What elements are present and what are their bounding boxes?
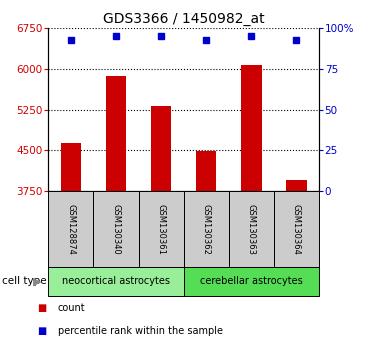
- Title: GDS3366 / 1450982_at: GDS3366 / 1450982_at: [103, 12, 265, 26]
- Bar: [106, 76, 126, 191]
- Text: GSM130363: GSM130363: [247, 204, 256, 255]
- Bar: [196, 151, 216, 191]
- Text: ■: ■: [37, 303, 46, 313]
- Text: cerebellar astrocytes: cerebellar astrocytes: [200, 276, 303, 286]
- Text: ▶: ▶: [33, 276, 41, 286]
- Bar: [48, 267, 184, 296]
- Text: cell type: cell type: [2, 276, 46, 286]
- Text: GSM130361: GSM130361: [157, 204, 165, 255]
- Bar: [274, 191, 319, 267]
- Bar: [151, 106, 171, 191]
- Text: GSM130364: GSM130364: [292, 204, 301, 255]
- Text: GSM130340: GSM130340: [111, 204, 121, 255]
- Bar: [60, 143, 81, 191]
- Bar: [184, 191, 229, 267]
- Text: GSM128874: GSM128874: [66, 204, 75, 255]
- Text: count: count: [58, 303, 85, 313]
- Bar: [184, 267, 319, 296]
- Bar: [93, 191, 138, 267]
- Text: ■: ■: [37, 326, 46, 336]
- Text: GSM130362: GSM130362: [202, 204, 211, 255]
- Bar: [138, 191, 184, 267]
- Bar: [241, 65, 262, 191]
- Bar: [286, 180, 307, 191]
- Text: percentile rank within the sample: percentile rank within the sample: [58, 326, 223, 336]
- Bar: [229, 191, 274, 267]
- Bar: [48, 191, 93, 267]
- Text: neocortical astrocytes: neocortical astrocytes: [62, 276, 170, 286]
